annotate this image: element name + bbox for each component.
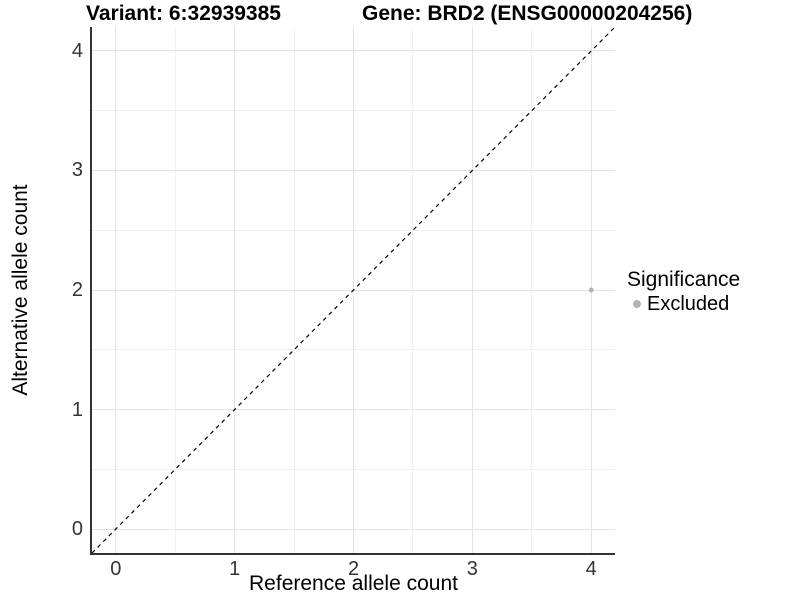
identity-dashed-line xyxy=(91,26,616,554)
grid-major-y xyxy=(92,528,615,530)
x-tick-label: 1 xyxy=(229,558,241,580)
y-tick-label: 3 xyxy=(71,159,83,182)
y-tick-mark xyxy=(85,50,90,52)
plot-title-variant: Variant: 6:32939385 xyxy=(86,2,281,25)
plot-panel xyxy=(90,26,616,555)
x-axis-title: Reference allele count xyxy=(249,572,458,595)
legend-item-excluded: Excluded xyxy=(627,293,740,315)
y-tick-label: 1 xyxy=(71,398,83,421)
legend: Significance Excluded xyxy=(627,268,740,315)
data-point xyxy=(588,287,594,293)
y-tick-mark xyxy=(85,289,90,291)
y-tick-label: 4 xyxy=(71,39,83,62)
grid-major-y xyxy=(92,169,615,171)
y-tick-mark xyxy=(85,170,90,172)
data-points xyxy=(588,287,594,293)
plot-title-gene: Gene: BRD2 (ENSG00000204256) xyxy=(362,2,693,25)
y-tick-mark xyxy=(85,409,90,411)
x-tick-label: 2 xyxy=(347,558,360,580)
y-tick-mark xyxy=(85,528,90,530)
y-axis-title: Alternative allele count xyxy=(9,184,32,396)
y-tick-label: 2 xyxy=(71,279,83,301)
plot-layer xyxy=(91,26,616,554)
grid-major-y xyxy=(92,50,615,52)
grid-major-y xyxy=(92,409,615,411)
x-tick-label: 4 xyxy=(585,558,597,580)
x-tick-label: 3 xyxy=(466,558,478,580)
legend-item-label: Excluded xyxy=(647,293,730,315)
x-tick-label: 0 xyxy=(110,558,122,580)
legend-title: Significance xyxy=(627,268,741,291)
y-tick-label: 0 xyxy=(71,518,83,541)
legend-key-dot-icon xyxy=(633,300,641,308)
